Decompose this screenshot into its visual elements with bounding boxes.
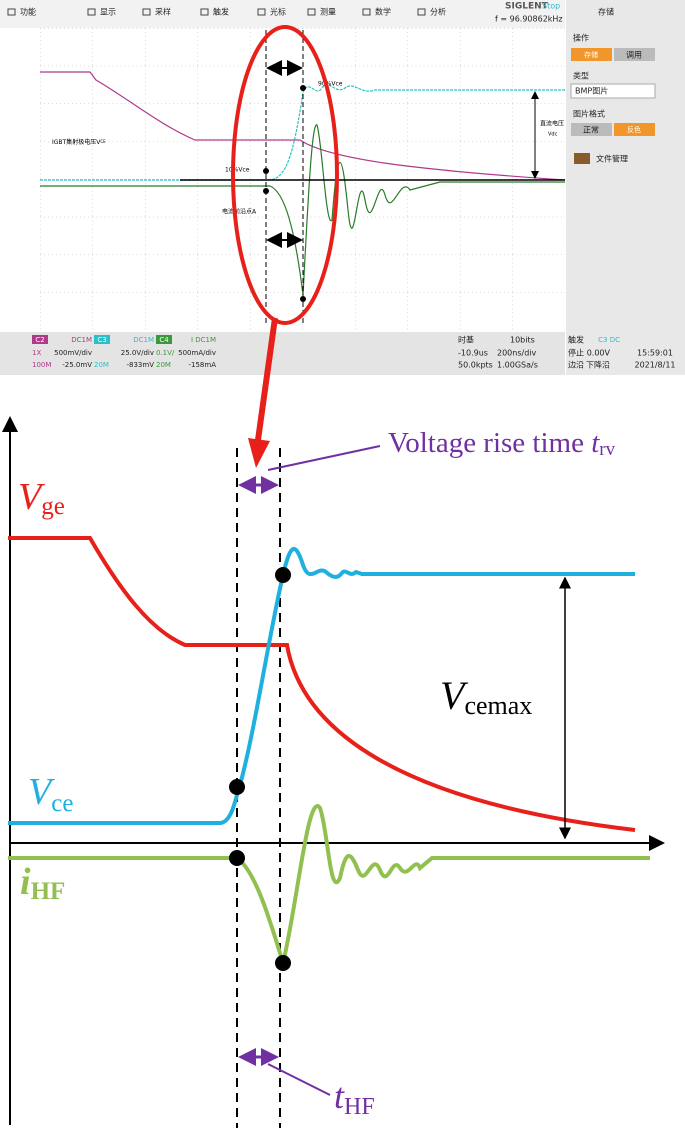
menu-bar <box>0 0 565 28</box>
label: 操作 <box>573 33 589 43</box>
channel-name: C2 <box>35 336 44 344</box>
value: 停止 <box>568 348 584 358</box>
menu-icon <box>87 8 96 16</box>
menu-icon <box>362 8 371 16</box>
channel-bw: 20M <box>156 361 171 369</box>
ihf-label: iHF <box>20 861 65 905</box>
value: 200ns/div <box>497 349 537 358</box>
channel-probe: 1X <box>32 349 41 357</box>
value: 0.00V <box>587 349 611 358</box>
channel-offset: -158mA <box>189 361 217 369</box>
button-label[interactable]: 存储 <box>584 50 598 59</box>
label: 图片格式 <box>573 109 605 119</box>
value: 50.0kpts <box>458 361 493 370</box>
leader <box>267 1063 331 1096</box>
panel-title: 存储 <box>598 7 614 17</box>
button-label[interactable]: 反色 <box>627 125 641 134</box>
frequency: f = 96.90862kHz <box>495 15 563 24</box>
value: 边沿 <box>568 360 584 370</box>
markers <box>229 567 291 971</box>
date: 2021/8/11 <box>634 361 675 370</box>
menu-item[interactable]: 显示 <box>100 8 116 17</box>
value: 下降沿 <box>586 360 610 370</box>
button[interactable] <box>571 123 612 136</box>
thf-label: tHF <box>334 1076 375 1119</box>
menu-icon <box>200 8 209 16</box>
brand: SIGLENT <box>505 2 549 12</box>
channel-tag <box>32 335 48 344</box>
label: 时基 <box>458 335 474 345</box>
menu-item[interactable]: 光标 <box>270 7 286 17</box>
menu-icon <box>417 8 426 16</box>
value: 10bits <box>510 336 535 345</box>
menu-item[interactable]: 功能 <box>20 7 36 17</box>
vce-label: Vce <box>28 771 73 817</box>
folder-icon <box>574 153 590 164</box>
button[interactable] <box>571 48 612 61</box>
menu-item[interactable]: 数学 <box>375 7 391 17</box>
channel-offset: -833mV <box>127 361 155 369</box>
scope-waveforms <box>40 71 566 296</box>
channel-bw: 20M <box>94 361 109 369</box>
button-label[interactable]: 正常 <box>583 126 599 135</box>
channel-offset: -25.0mV <box>62 361 92 369</box>
time: 15:59:01 <box>637 349 673 358</box>
annotation: 直流电压 <box>540 120 564 128</box>
button[interactable] <box>614 123 655 136</box>
leader <box>267 445 381 471</box>
rise-time-label: Voltage rise time trv <box>388 427 616 461</box>
channel-name: C4 <box>159 336 169 344</box>
waveforms <box>8 536 650 971</box>
menu-item[interactable]: 测量 <box>320 8 336 17</box>
channel-tag <box>94 335 110 344</box>
menu-item[interactable]: 分析 <box>430 7 446 17</box>
file-manager[interactable]: 文件管理 <box>596 154 628 164</box>
menu-icon <box>7 8 16 16</box>
button-label[interactable]: 调用 <box>626 51 642 60</box>
channel-coupling: DC1M <box>133 336 154 344</box>
channel-name: C3 <box>97 336 106 344</box>
channel-coupling: I DC1M <box>191 336 216 344</box>
annotation: 电流前沿点A <box>222 208 257 216</box>
highlight <box>231 25 339 325</box>
menu-icon <box>142 8 151 16</box>
label: 触发 <box>568 335 584 345</box>
annotation: IGBT集射极电压VCE <box>52 138 106 146</box>
value: 1.00GSa/s <box>497 361 538 370</box>
menu-icon <box>307 8 316 16</box>
channel-scale: 500mV/div <box>54 349 92 357</box>
channel-tag <box>156 335 172 344</box>
vcemax-label: Vcemax <box>440 673 532 720</box>
menu-item[interactable]: 采样 <box>155 7 171 17</box>
annotation: 10%Vce <box>225 167 250 174</box>
value: -10.9us <box>458 349 488 358</box>
vge-label: Vge <box>18 476 65 520</box>
dropdown-value[interactable]: BMP图片 <box>575 86 608 96</box>
value: C3 DC <box>598 336 620 344</box>
label: 类型 <box>573 71 589 81</box>
callout-arrow <box>255 317 278 441</box>
annotation: Vdc <box>548 132 558 138</box>
channel-scale: 500mA/div <box>178 349 216 357</box>
callout-arrowhead <box>248 438 270 468</box>
side-panel <box>566 0 685 375</box>
markers <box>263 85 306 302</box>
menu-icon <box>257 8 266 16</box>
channel-probe: 0.1V/ <box>156 349 175 357</box>
annotation: 90%Vce <box>318 81 343 88</box>
channel-scale: 25.0V/div <box>121 349 154 357</box>
dropdown[interactable] <box>570 83 656 99</box>
status: Stop <box>542 2 560 11</box>
channel-coupling: DC1M <box>71 336 92 344</box>
menu-item[interactable]: 触发 <box>213 7 229 17</box>
button[interactable] <box>614 48 655 61</box>
channel-bw: 100M <box>32 361 51 369</box>
